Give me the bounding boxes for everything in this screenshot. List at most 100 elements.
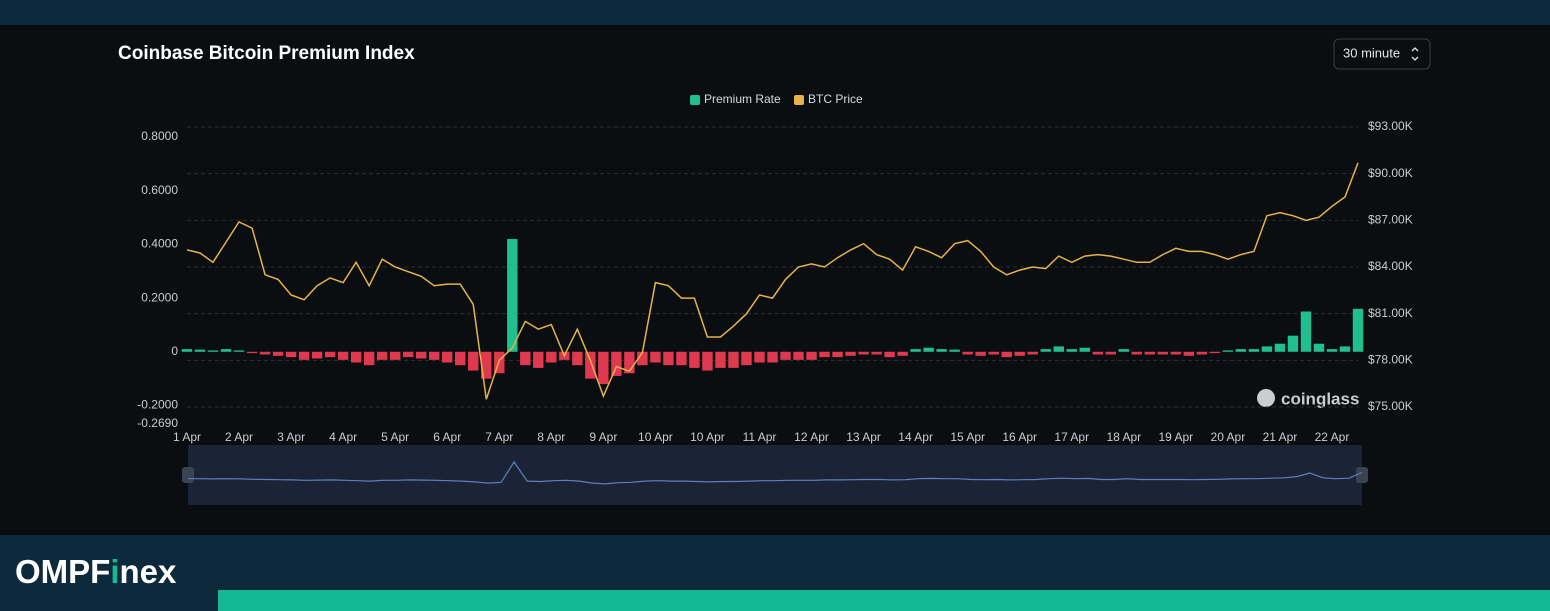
navigator-line: [188, 460, 1363, 485]
x-tick-label: 5 Apr: [381, 430, 409, 444]
x-tick-label: 12 Apr: [794, 430, 829, 444]
bar: [1001, 351, 1012, 358]
navigator-handle[interactable]: [182, 467, 194, 483]
bar: [429, 351, 440, 360]
x-tick-label: 4 Apr: [329, 430, 357, 444]
bar: [1079, 347, 1090, 352]
bar: [975, 351, 986, 356]
x-tick-label: 21 Apr: [1263, 430, 1298, 444]
x-tick-label: 18 Apr: [1106, 430, 1141, 444]
bar: [1170, 351, 1182, 355]
bar: [884, 351, 895, 358]
watermark: coinglass: [1281, 389, 1359, 408]
bar: [832, 351, 843, 358]
price-line: [186, 162, 1359, 400]
x-tick-label: 14 Apr: [898, 430, 933, 444]
bar: [1105, 351, 1116, 355]
bar: [663, 351, 674, 366]
bar: [1209, 351, 1221, 354]
interval-select[interactable]: [1333, 38, 1431, 70]
y-tick-label: -0.2690: [137, 416, 178, 430]
bar: [637, 351, 648, 366]
bar: [936, 349, 947, 352]
bar: [455, 351, 466, 366]
y2-tick-label: $78.00K: [1368, 353, 1413, 367]
bar: [988, 351, 999, 355]
bar: [1118, 349, 1130, 352]
bar: [676, 351, 687, 366]
bar: [650, 351, 661, 363]
x-tick-label: 7 Apr: [485, 430, 513, 444]
y2-tick-label: $75.00K: [1368, 399, 1413, 413]
navigator-handle[interactable]: [1356, 467, 1368, 483]
brand-logo: OMPFinex: [15, 553, 177, 590]
bar: [806, 351, 817, 360]
legend-swatch: [690, 95, 700, 105]
bar: [1235, 349, 1247, 352]
bar: [767, 351, 778, 363]
x-tick-label: 9 Apr: [589, 430, 617, 444]
y-tick-label: 0: [171, 344, 178, 358]
x-tick-label: 22 Apr: [1315, 430, 1350, 444]
bar: [1183, 351, 1195, 356]
bar: [1157, 351, 1169, 355]
bar: [468, 351, 479, 371]
chart-title: Coinbase Bitcoin Premium Index: [118, 43, 415, 64]
bar: [1066, 349, 1077, 352]
bar: [1222, 350, 1234, 352]
bar: [415, 351, 427, 359]
x-tick-label: 11 Apr: [743, 430, 777, 444]
bar: [311, 351, 323, 359]
y-tick-label: -0.2000: [137, 398, 178, 412]
bar: [507, 239, 518, 352]
bar: [481, 351, 492, 379]
bar: [624, 351, 635, 374]
x-tick-label: 10 Apr: [638, 430, 673, 444]
bar: [533, 351, 544, 368]
bar: [520, 351, 531, 366]
bar: [1352, 308, 1364, 352]
bar: [1339, 346, 1351, 352]
watermark-icon: [1257, 389, 1275, 407]
bar: [741, 351, 752, 366]
x-tick-label: 1 Apr: [173, 430, 201, 444]
bar: [194, 349, 206, 352]
bar: [949, 349, 960, 352]
bar: [259, 351, 271, 355]
select-arrows: [1411, 47, 1419, 61]
bar: [272, 351, 284, 356]
x-tick-label: 17 Apr: [1054, 430, 1089, 444]
bar: [402, 351, 414, 358]
bar: [350, 351, 362, 363]
bar: [1092, 351, 1103, 355]
bar: [442, 351, 453, 363]
y2-tick-label: $90.00K: [1368, 166, 1413, 180]
interval-label[interactable]: 30 minute: [1343, 45, 1400, 60]
bar: [910, 349, 921, 352]
y-tick-label: 0.8000: [141, 129, 178, 143]
x-tick-label: 19 Apr: [1158, 430, 1193, 444]
brand-part: OMPF: [15, 553, 110, 590]
bar: [1131, 351, 1143, 355]
bar: [754, 351, 765, 363]
bar: [1287, 335, 1299, 352]
bar: [220, 349, 232, 352]
x-tick-label: 6 Apr: [433, 430, 461, 444]
bar: [1014, 351, 1025, 356]
y-tick-label: 0.4000: [141, 237, 178, 251]
bar: [389, 351, 401, 360]
navigator: [188, 445, 1362, 505]
x-tick-label: 15 Apr: [950, 430, 985, 444]
bar: [324, 351, 336, 358]
y-tick-label: 0.2000: [141, 290, 178, 304]
x-tick-label: 16 Apr: [1002, 430, 1037, 444]
x-tick-label: 10 Apr: [690, 430, 725, 444]
bar: [962, 351, 973, 355]
bar: [1326, 349, 1338, 352]
bar: [780, 351, 791, 360]
y-tick-label: 0.6000: [141, 183, 178, 197]
bar: [1300, 311, 1312, 352]
bar: [572, 351, 583, 366]
